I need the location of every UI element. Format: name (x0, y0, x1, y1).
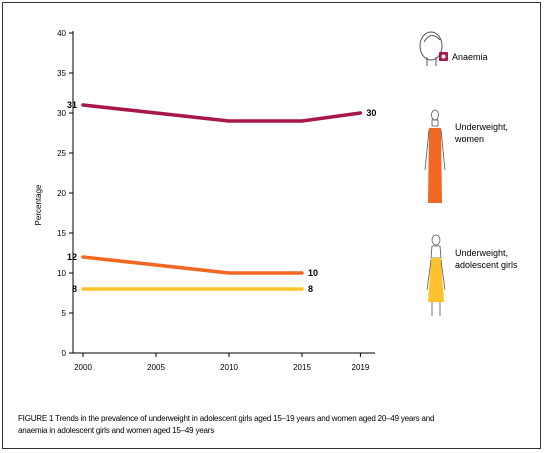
woman-figure-icon (424, 109, 446, 203)
data-label-start: 8 (72, 284, 77, 294)
y-tick-label: 20 (57, 189, 66, 198)
y-tick-label: 10 (57, 269, 66, 278)
y-tick-label: 15 (57, 229, 66, 238)
axes (72, 31, 375, 354)
head-with-blood-drop-icon (419, 31, 448, 66)
data-label-end: 30 (366, 108, 376, 118)
y-ticks: 0 5 10 15 20 25 30 35 40 (57, 29, 73, 358)
series-line-0 (81, 103, 363, 123)
legend-girls-line2: adolescent girls (455, 260, 518, 270)
y-axis-label: Percentage (34, 184, 43, 225)
figure-caption: FIGURE 1 Trends in the prevalence of und… (18, 413, 528, 437)
y-tick-label: 30 (57, 109, 66, 118)
caption-line-2: anaemia in adolescent girls and women ag… (18, 426, 215, 435)
legend: Anaemia Underweight, women Underweight, … (452, 52, 518, 270)
caption-line-1: FIGURE 1 Trends in the prevalence of und… (18, 414, 435, 423)
y-tick-label: 35 (57, 69, 66, 78)
x-tick-label: 2010 (220, 363, 238, 372)
series-line-1 (81, 255, 304, 275)
y-tick-label: 25 (57, 149, 66, 158)
legend-women-line2: women (454, 134, 484, 144)
x-tick-label: 2005 (147, 363, 165, 372)
data-labels: 31 30 12 10 8 8 (67, 100, 376, 294)
girl-figure-icon (426, 234, 446, 316)
data-label-end: 10 (308, 268, 318, 278)
x-tick-label: 2000 (74, 363, 92, 372)
x-tick-label: 2019 (352, 363, 370, 372)
data-label-start: 31 (67, 100, 77, 110)
series-group (81, 103, 363, 291)
data-label-start: 12 (67, 252, 77, 262)
y-tick-label: 5 (62, 309, 67, 318)
data-label-end: 8 (308, 284, 313, 294)
legend-anaemia-line1: Anaemia (452, 52, 488, 62)
x-tick-label: 2015 (293, 363, 311, 372)
y-tick-label: 0 (62, 349, 67, 358)
legend-women-line1: Underweight, (455, 122, 508, 132)
y-tick-label: 40 (57, 29, 66, 38)
x-ticks: 2000 2005 2010 2015 2019 (74, 353, 370, 372)
legend-girls-line1: Underweight, (455, 248, 508, 258)
figure-frame (2, 2, 541, 449)
